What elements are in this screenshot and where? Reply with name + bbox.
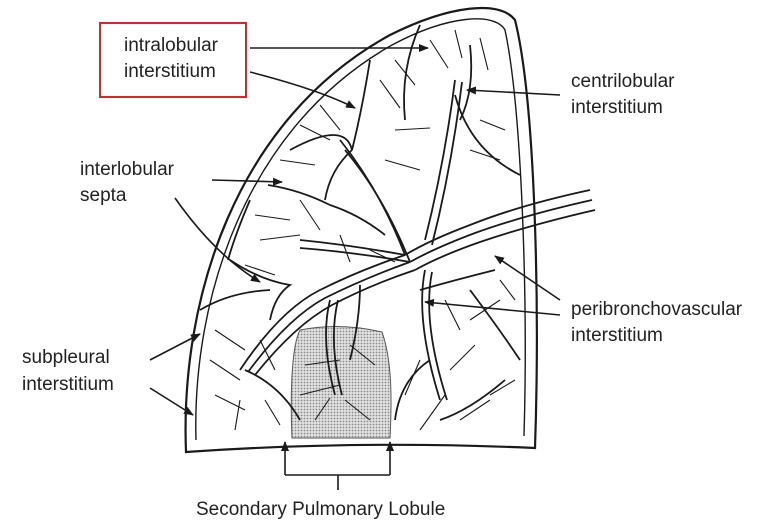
intralobular-highlight-box — [99, 22, 247, 98]
label-subpleural-line1: subpleural — [22, 347, 110, 368]
interlobular-septa-lines — [199, 24, 521, 421]
label-interlobular-line2: septa — [80, 185, 127, 206]
label-subpleural-line2: interstitium — [22, 374, 114, 395]
label-peribronchovascular-line1: peribronchovascular — [571, 299, 743, 320]
label-interlobular-line1: interlobular — [80, 159, 174, 180]
label-intralobular-line2: interstitium — [124, 61, 216, 82]
label-centrilobular-line2: interstitium — [571, 97, 663, 118]
label-peribronchovascular-line2: interstitium — [571, 325, 663, 346]
lobule-bracket — [281, 441, 394, 490]
bronchovascular-bundles — [239, 79, 596, 401]
subpleural-line — [195, 18, 526, 441]
label-intralobular-line1: intralobular — [124, 35, 218, 56]
caption-secondary-pulmonary-lobule: Secondary Pulmonary Lobule — [196, 499, 446, 520]
intralobular-lines — [209, 29, 516, 431]
pleura-outline — [184, 6, 538, 454]
label-centrilobular-line1: centrilobular — [571, 71, 675, 92]
label-arrows — [149, 44, 561, 416]
secondary-lobule-shaded — [290, 325, 392, 439]
